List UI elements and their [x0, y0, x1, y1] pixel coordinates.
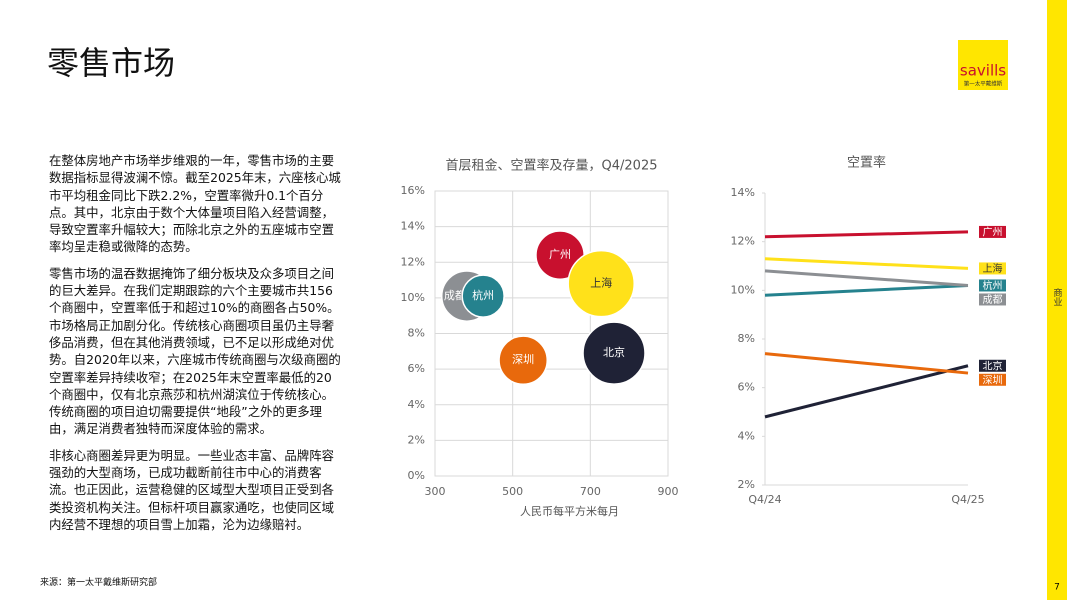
- legend-label: 杭州: [983, 279, 1003, 292]
- y-tick-label: 4%: [738, 429, 755, 442]
- chart-title: 首层租金、空置率及存量，Q4/2025: [446, 158, 658, 174]
- x-tick-label: 500: [502, 485, 523, 498]
- bubble: [461, 274, 505, 318]
- x-tick-label: 900: [658, 485, 679, 498]
- line: [764, 269, 969, 287]
- bubble-label: 广州: [549, 248, 571, 261]
- logo-subtitle: 第一太平戴维斯: [964, 80, 1003, 88]
- y-tick-label: 10%: [401, 291, 425, 304]
- y-tick-label: 6%: [738, 381, 755, 394]
- legend-swatch: [979, 279, 1006, 292]
- legend-swatch: [979, 293, 1006, 306]
- side-tab: 商业: [1052, 287, 1063, 306]
- bubble-label: 杭州: [472, 288, 494, 302]
- y-tick-label: 10%: [731, 283, 755, 296]
- legend-label: 北京: [983, 359, 1003, 372]
- legend-swatch: [979, 262, 1006, 275]
- source-note: 来源：第一太平戴维斯研究部: [40, 578, 158, 588]
- legend-label: 上海: [983, 262, 1003, 275]
- logo-box: [958, 40, 1008, 90]
- y-tick-label: 6%: [408, 362, 425, 375]
- paragraph: 零售市场的温吞数据掩饰了细分板块及众多项目之间的巨大差异。在我们定期跟踪的六个主…: [49, 265, 341, 437]
- y-tick-label: 16%: [401, 184, 425, 197]
- page-title: 零售市场: [47, 44, 176, 82]
- y-tick-label: 8%: [408, 327, 425, 340]
- chart-title: 空置率: [847, 155, 886, 171]
- line: [764, 364, 969, 419]
- bubble: [498, 335, 548, 386]
- bubble-label: 北京: [603, 345, 625, 359]
- line: [764, 352, 969, 375]
- y-tick-label: 2%: [738, 478, 755, 491]
- paragraph: 在整体房地产市场举步维艰的一年，零售市场的主要数据指标显得波澜不惊。截至2025…: [49, 153, 341, 255]
- side-bar: [1047, 0, 1067, 600]
- page-number: 7: [1054, 583, 1060, 593]
- x-tick-label: 300: [425, 485, 446, 498]
- y-tick-label: 12%: [401, 255, 425, 268]
- x-tick-label: 700: [580, 485, 601, 498]
- y-tick-label: 14%: [731, 186, 755, 199]
- y-tick-label: 0%: [408, 469, 425, 482]
- logo-name: savills: [960, 62, 1006, 80]
- y-tick-label: 8%: [738, 332, 755, 345]
- y-tick-label: 14%: [401, 220, 425, 233]
- paragraph: 非核心商圈差异更为明显。一些业态丰富、品牌阵容强劲的大型商场，已成功截断前往市中…: [49, 447, 334, 532]
- line: [764, 230, 969, 239]
- legend-label: 深圳: [983, 374, 1003, 386]
- legend-label: 广州: [983, 226, 1003, 238]
- line: [764, 257, 969, 270]
- x-axis-label: 人民币每平方米每月: [520, 504, 619, 518]
- plot-frame: [434, 190, 669, 477]
- y-tick-label: 2%: [408, 433, 425, 446]
- legend-swatch: [979, 359, 1006, 372]
- bubble-label: 成都: [444, 289, 466, 302]
- x-tick-label: Q4/24: [748, 493, 781, 506]
- legend-swatch: [979, 373, 1006, 386]
- legend-swatch: [979, 225, 1006, 238]
- bubble: [582, 321, 646, 385]
- bubble-label: 深圳: [512, 353, 534, 366]
- line: [764, 283, 969, 297]
- legend-label: 成都: [983, 294, 1003, 306]
- body-text: 在整体房地产市场举步维艰的一年，零售市场的主要数据指标显得波澜不惊。截至2025…: [49, 152, 341, 542]
- y-tick-label: 12%: [731, 235, 755, 248]
- bubble: [567, 249, 635, 318]
- bubble-label: 上海: [590, 276, 612, 290]
- y-tick-label: 4%: [408, 398, 425, 411]
- x-tick-label: Q4/25: [951, 493, 984, 506]
